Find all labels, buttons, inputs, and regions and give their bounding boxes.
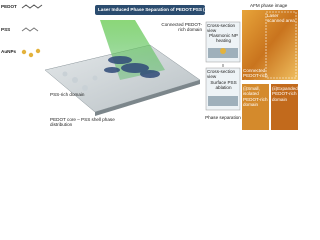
film-label: PEDOT core – PSS shell phase distributio…	[50, 117, 115, 128]
afm-image	[242, 10, 298, 80]
legend-label: AuNPs	[1, 49, 17, 54]
afm-inset	[271, 84, 298, 130]
legend-label: PEDOT	[1, 4, 17, 9]
diagram	[21, 4, 298, 130]
banner-bg	[95, 5, 205, 15]
cross-section-layer	[208, 96, 238, 106]
afm-label: (i)Small, isolated PEDOT-rich domain	[243, 86, 268, 107]
pedot-domains	[104, 56, 160, 78]
nanoparticle	[220, 48, 226, 54]
laser-beam	[100, 20, 165, 80]
cross-section-title: Cross-section view	[207, 23, 236, 34]
film-label: Connected PEDOT-rich domain	[161, 22, 202, 33]
scan-box	[265, 11, 297, 79]
cross-section-title: Cross-section view	[207, 69, 236, 80]
legend-icons	[21, 4, 43, 58]
page: PEDOT PSS AuNPs Laser Induced Phase Sepa…	[1, 3, 298, 130]
cross-section-caption: Plasmonic NP heating	[209, 33, 238, 44]
legend-label: PSS	[1, 27, 11, 32]
afm-label: Laser scanned area	[267, 13, 295, 24]
pss-domains	[62, 71, 98, 91]
phase-separation: Phase separation	[205, 115, 241, 120]
film-label: PSS-rich domain	[50, 92, 85, 97]
afm-label: Connected PEDOT-rich domain	[243, 68, 268, 84]
afm-inset	[242, 84, 269, 130]
afm-title: AFM phase image	[250, 3, 288, 8]
banner: Laser Induced Phase Separation of PEDOT:…	[98, 7, 220, 12]
film-edge	[95, 80, 200, 116]
cross-section-caption: Surface PSS ablation	[210, 80, 237, 91]
afm-label: (ii)Expanded PEDOT-rich domain	[272, 86, 298, 102]
